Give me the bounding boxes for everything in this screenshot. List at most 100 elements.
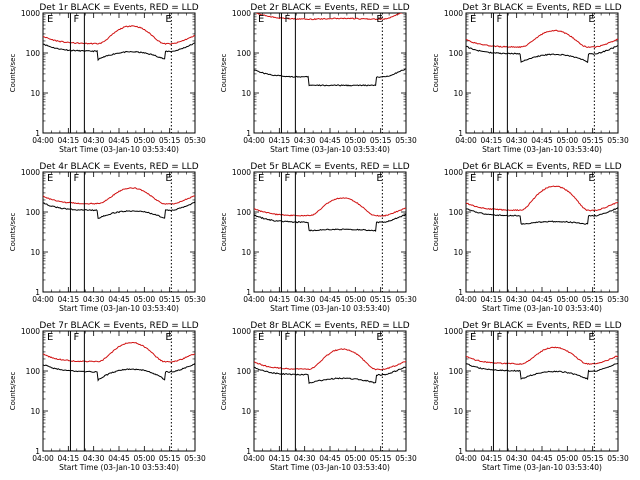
x-tick-label: 04:15 [269,454,291,463]
x-tick-label: 04:15 [58,136,80,145]
series-events-line [43,362,195,382]
x-tick-label: 04:00 [455,136,477,145]
plot-frame [42,171,196,293]
series-lld-line [43,187,195,205]
x-tick-label: 05:30 [395,454,417,463]
flag-label: E [47,14,53,25]
plot-frame [42,330,196,452]
series-events-line [254,366,406,385]
y-tick-label: 1000 [444,327,463,336]
panel: Det 3r BLACK = Events, RED = LLD 1 10 100 10… [432,3,629,154]
y-tick-label: 1000 [21,9,40,18]
y-tick-label: 100 [449,49,464,58]
y-axis-label: Counts/sec [9,54,17,93]
x-tick-label: 04:45 [531,295,553,304]
panel-title: Det 5r BLACK = Events, RED = LLD [250,162,409,172]
series-lld-line [254,197,406,217]
x-tick-label: 05:30 [395,295,417,304]
x-tick-label: 04:45 [531,454,553,463]
x-tick-label: 05:15 [582,454,604,463]
panel: Det 1r BLACK = Events, RED = LLD 1 10 100 10… [9,3,206,154]
x-tick-label: 05:30 [184,454,206,463]
x-tick-label: 05:15 [582,295,604,304]
panel: Det 5r BLACK = Events, RED = LLD 1 10 100 10… [220,162,417,313]
series-lld-line [254,13,403,21]
x-tick-label: 04:15 [269,136,291,145]
x-tick-label: 05:30 [607,136,629,145]
series-events-line [466,362,618,381]
flag-label: F [496,173,502,184]
series-lld-line [43,342,195,363]
x-tick-label: 04:15 [58,295,80,304]
x-tick-label: 05:00 [134,295,156,304]
x-tick-label: 05:30 [395,136,417,145]
series-events-line [43,201,195,219]
x-axis-label: Start Time (03-Jan-10 03:53:40) [482,145,602,154]
series-events-line [43,42,195,62]
flag-label: F [496,332,502,343]
y-tick-label: 1 [458,288,463,297]
y-tick-label: 1000 [444,168,463,177]
x-tick-label: 05:15 [370,295,392,304]
series-lld-line [254,348,406,371]
x-tick-label: 05:30 [607,454,629,463]
flag-label: E [165,332,171,343]
plot-frame [465,330,619,452]
x-tick-label: 04:30 [506,454,528,463]
y-tick-label: 1 [458,129,463,138]
y-tick-label: 1000 [444,9,463,18]
x-tick-label: 04:30 [294,136,316,145]
y-tick-label: 100 [237,49,252,58]
x-tick-label: 04:45 [531,136,553,145]
x-tick-label: 04:45 [319,295,341,304]
x-tick-label: 04:45 [108,295,130,304]
flag-label: E [165,173,171,184]
x-tick-label: 05:00 [134,136,156,145]
x-tick-label: 05:30 [184,136,206,145]
flag-label: F [284,173,290,184]
y-tick-label: 10 [30,407,40,416]
panel-title: Det 6r BLACK = Events, RED = LLD [462,162,621,172]
x-tick-label: 04:45 [319,454,341,463]
flag-label: F [73,14,79,25]
panel-title: Det 9r BLACK = Events, RED = LLD [462,321,621,331]
y-tick-label: 100 [26,49,41,58]
y-axis-label: Counts/sec [432,213,440,252]
y-axis-label: Counts/sec [432,372,440,411]
x-tick-label: 04:45 [108,136,130,145]
x-tick-label: 04:30 [294,454,316,463]
x-tick-label: 05:00 [134,454,156,463]
y-tick-label: 100 [449,208,464,217]
flag-label: E [470,173,476,184]
x-tick-label: 05:00 [557,454,579,463]
flag-label: E [376,173,382,184]
plot-frame [465,171,619,293]
plot-frame [253,171,407,293]
series-lld-line [466,346,618,365]
y-tick-label: 1 [246,288,251,297]
plot-frame [253,12,407,134]
y-tick-label: 10 [241,248,251,257]
x-tick-label: 04:30 [83,454,105,463]
y-tick-label: 100 [26,367,41,376]
flag-label: F [73,332,79,343]
x-tick-label: 04:00 [243,136,265,145]
flag-label: E [258,14,264,25]
x-axis-label: Start Time (03-Jan-10 03:53:40) [59,463,179,472]
y-tick-label: 10 [453,89,463,98]
flag-label: E [588,173,594,184]
x-tick-label: 04:00 [243,295,265,304]
x-tick-label: 04:30 [83,295,105,304]
x-tick-label: 04:30 [294,295,316,304]
x-axis-label: Start Time (03-Jan-10 03:53:40) [270,463,390,472]
x-tick-label: 04:45 [108,454,130,463]
flag-label: F [73,173,79,184]
plot-frame [465,12,619,134]
x-axis-label: Start Time (03-Jan-10 03:53:40) [270,304,390,313]
x-axis-label: Start Time (03-Jan-10 03:53:40) [482,463,602,472]
flag-label: E [588,14,594,25]
x-tick-label: 05:15 [582,136,604,145]
y-tick-label: 10 [30,89,40,98]
y-axis-label: Counts/sec [220,213,228,252]
x-tick-label: 04:15 [481,136,503,145]
